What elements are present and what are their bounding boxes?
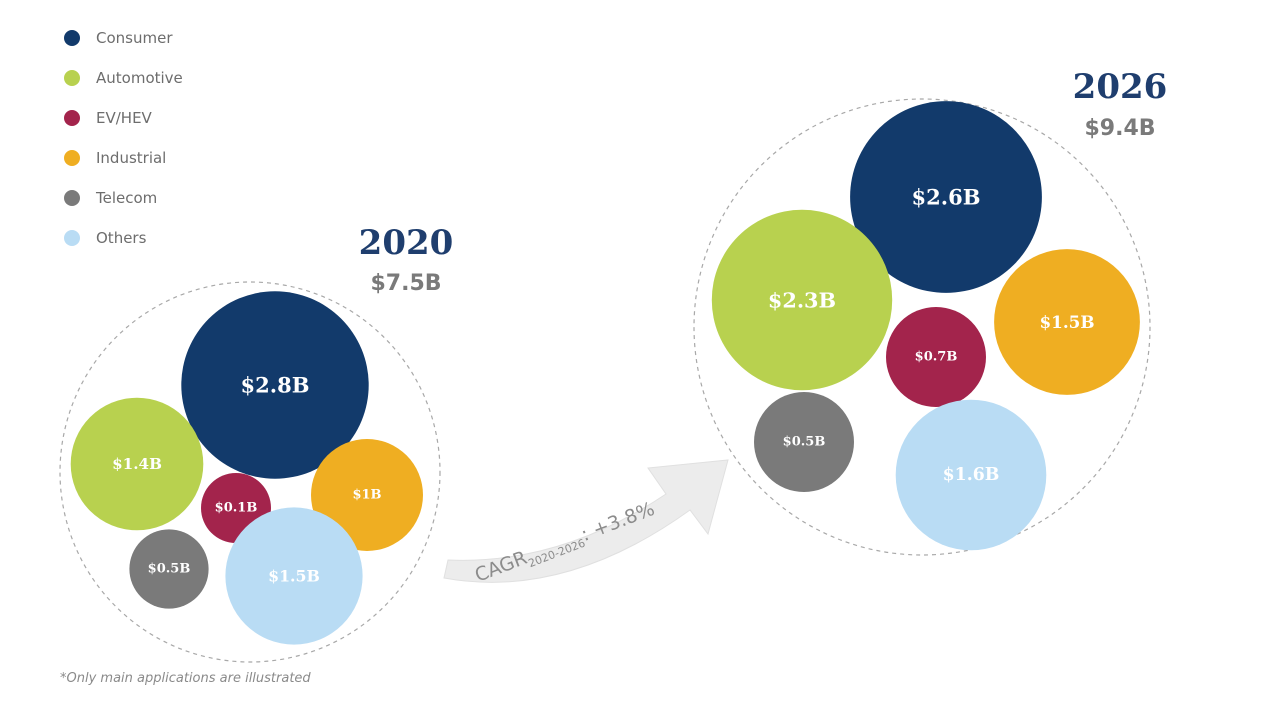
legend-label-telecom: Telecom [96, 189, 158, 207]
bubble-label-2026-industrial: $1.5B [1039, 312, 1094, 332]
cagr-arrow [443, 459, 729, 583]
bubble-label-2026-ev-hev: $0.7B [915, 350, 958, 365]
legend-label-automotive: Automotive [96, 69, 183, 87]
bubble-label-2020-consumer: $2.8B [241, 373, 310, 398]
bubble-label-2020-others: $1.5B [268, 567, 320, 586]
bubble-2020-consumer [181, 291, 369, 479]
legend-label-consumer: Consumer [96, 29, 173, 47]
bubble-label-2020-telecom: $0.5B [148, 562, 191, 577]
bubble-label-2026-telecom: $0.5B [783, 435, 826, 450]
total-label-2026: $9.4B [1084, 116, 1155, 141]
bubble-label-2020-industrial: $1B [352, 488, 381, 503]
legend-swatch-telecom [64, 190, 80, 206]
bubbles-2026: $2.6B $2.3B $0.7B $1.5B $0.5B $1.6B [711, 101, 1140, 551]
legend-item-others: Others [64, 228, 183, 248]
legend-label-industrial: Industrial [96, 149, 167, 167]
bubble-label-2026-automotive: $2.3B [768, 288, 836, 313]
group-outline-2026 [693, 98, 1151, 556]
bubble-2020-industrial [311, 439, 423, 551]
legend-swatch-consumer [64, 30, 80, 46]
legend-item-consumer: Consumer [64, 28, 183, 48]
bubble-2026-telecom [754, 392, 854, 492]
bubble-2020-automotive [70, 397, 204, 531]
bubble-label-2026-consumer: $2.6B [912, 185, 981, 210]
footnote: *Only main applications are illustrated [60, 671, 311, 686]
legend: Consumer Automotive EV/HEV Industrial Te… [64, 28, 183, 268]
bubble-2020-others [225, 507, 363, 645]
bubble-2026-others [895, 399, 1047, 551]
year-label-2026: 2026 [1073, 67, 1168, 107]
bubble-2026-consumer [850, 101, 1042, 293]
bubbles-2020: $2.8B $1.4B $0.1B $1B $0.5B $1.5B [70, 291, 423, 645]
legend-swatch-ev-hev [64, 110, 80, 126]
bubble-label-2026-others: $1.6B [943, 465, 1000, 485]
legend-item-industrial: Industrial [64, 148, 183, 168]
group-outline-2020 [59, 281, 441, 663]
bubble-2026-industrial [994, 249, 1140, 395]
legend-item-automotive: Automotive [64, 68, 183, 88]
legend-label-others: Others [96, 229, 147, 247]
bubble-2026-automotive [711, 209, 893, 391]
legend-swatch-automotive [64, 70, 80, 86]
legend-item-telecom: Telecom [64, 188, 183, 208]
legend-swatch-industrial [64, 150, 80, 166]
total-label-2020: $7.5B [370, 271, 441, 296]
legend-item-ev-hev: EV/HEV [64, 108, 183, 128]
legend-swatch-others [64, 230, 80, 246]
bubble-2020-telecom [129, 529, 209, 609]
legend-label-ev-hev: EV/HEV [96, 109, 152, 127]
bubble-2026-ev-hev [886, 307, 986, 407]
bubble-label-2020-ev-hev: $0.1B [215, 501, 258, 516]
year-label-2020: 2020 [359, 223, 454, 263]
bubble-label-2020-automotive: $1.4B [112, 455, 162, 473]
